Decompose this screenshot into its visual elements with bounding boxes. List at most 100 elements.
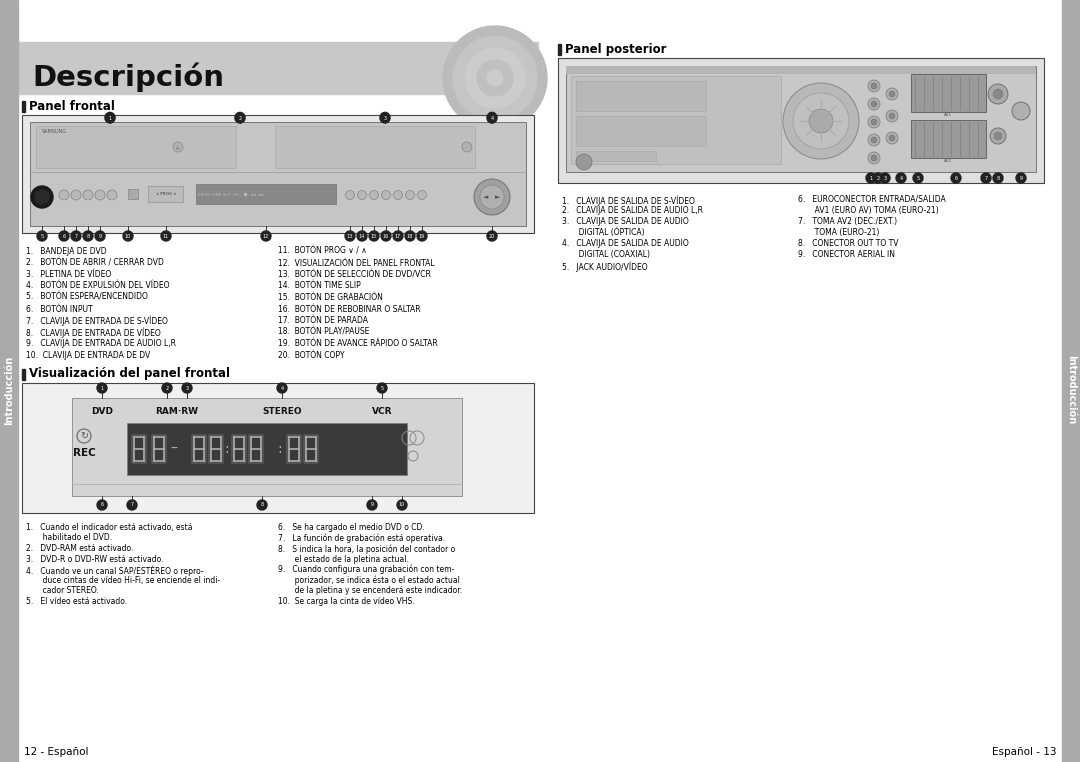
Text: VCR: VCR <box>372 408 392 417</box>
Bar <box>576 81 706 111</box>
Text: 7: 7 <box>131 502 134 507</box>
Circle shape <box>345 231 355 241</box>
Text: 1.   BANDEJA DE DVD: 1. BANDEJA DE DVD <box>26 247 107 256</box>
Text: 6.   Se ha cargado el medio DVD o CD.: 6. Se ha cargado el medio DVD o CD. <box>278 523 424 532</box>
Bar <box>36 126 237 168</box>
Text: △: △ <box>176 145 179 149</box>
Circle shape <box>97 500 107 510</box>
Text: ③: ③ <box>381 113 389 121</box>
Text: 7.   La función de grabación está operativa.: 7. La función de grabación está operativ… <box>278 533 445 543</box>
Text: 16: 16 <box>383 233 389 239</box>
Text: 5.   El vídeo está activado.: 5. El vídeo está activado. <box>26 597 127 606</box>
Bar <box>249 435 264 463</box>
Text: AV1: AV1 <box>944 113 951 117</box>
Circle shape <box>990 128 1005 144</box>
Text: 5: 5 <box>380 386 383 390</box>
Circle shape <box>357 231 367 241</box>
Circle shape <box>95 190 105 200</box>
Circle shape <box>576 154 592 170</box>
Circle shape <box>1012 102 1030 120</box>
Circle shape <box>474 179 510 215</box>
Circle shape <box>377 383 387 393</box>
Text: 2.   BOTÓN DE ABRIR / CERRAR DVD: 2. BOTÓN DE ABRIR / CERRAR DVD <box>26 258 164 267</box>
Text: el estado de la pletina actual.: el estado de la pletina actual. <box>278 555 409 564</box>
Bar <box>576 151 656 161</box>
Text: 4.   BOTÓN DE EXPULSIÓN DEL VÍDEO: 4. BOTÓN DE EXPULSIÓN DEL VÍDEO <box>26 281 170 290</box>
Circle shape <box>105 113 114 123</box>
Text: 18: 18 <box>407 233 414 239</box>
Circle shape <box>868 98 880 110</box>
Circle shape <box>870 137 877 143</box>
Text: porizador, se indica ésta o el estado actual: porizador, se indica ésta o el estado ac… <box>278 575 460 585</box>
Circle shape <box>870 101 877 107</box>
Text: 4: 4 <box>490 116 494 120</box>
Text: ENTER TIME SLIP  REC  ■  ◄◄  ►►: ENTER TIME SLIP REC ■ ◄◄ ►► <box>198 193 265 197</box>
Circle shape <box>889 135 895 141</box>
Text: 6.   EUROCONECTOR ENTRADA/SALIDA: 6. EUROCONECTOR ENTRADA/SALIDA <box>798 195 946 204</box>
Text: ①: ① <box>107 114 113 120</box>
Circle shape <box>487 231 497 241</box>
Bar <box>232 435 246 463</box>
Text: 18.  BOTÓN PLAY/PAUSE: 18. BOTÓN PLAY/PAUSE <box>278 328 369 337</box>
Text: RAM·RW: RAM·RW <box>156 408 199 417</box>
Circle shape <box>162 383 172 393</box>
Text: 8: 8 <box>997 175 1000 181</box>
Text: 14.  BOTÓN TIME SLIP: 14. BOTÓN TIME SLIP <box>278 281 361 290</box>
Text: 1: 1 <box>108 116 111 120</box>
Circle shape <box>889 113 895 119</box>
Text: Visualización del panel frontal: Visualización del panel frontal <box>29 367 230 380</box>
Circle shape <box>367 500 377 510</box>
Circle shape <box>873 173 883 183</box>
Circle shape <box>418 190 427 200</box>
Bar <box>129 189 138 199</box>
Circle shape <box>951 173 961 183</box>
Bar <box>132 435 146 463</box>
Circle shape <box>783 83 859 159</box>
Circle shape <box>97 383 107 393</box>
Text: cador STEREO.: cador STEREO. <box>26 586 99 595</box>
Text: 11.  BOTÓN PROG ∨ / ∧: 11. BOTÓN PROG ∨ / ∧ <box>278 247 367 256</box>
Circle shape <box>37 231 48 241</box>
Bar <box>303 435 318 463</box>
Text: 5: 5 <box>40 233 43 239</box>
Text: 2: 2 <box>239 116 242 120</box>
Circle shape <box>357 190 366 200</box>
Circle shape <box>993 89 1003 99</box>
Text: 12.  VISUALIZACIÓN DEL PANEL FRONTAL: 12. VISUALIZACIÓN DEL PANEL FRONTAL <box>278 258 434 267</box>
Text: DIGITAL (COAXIAL): DIGITAL (COAXIAL) <box>562 250 650 259</box>
Bar <box>192 435 206 463</box>
Bar <box>558 58 1044 183</box>
Bar <box>566 66 1036 172</box>
Text: 12: 12 <box>262 233 269 239</box>
Text: 12 - Español: 12 - Español <box>24 747 89 757</box>
Text: 10: 10 <box>125 233 131 239</box>
Circle shape <box>346 190 354 200</box>
Circle shape <box>107 190 117 200</box>
Text: 2: 2 <box>877 175 879 181</box>
Circle shape <box>889 91 895 97</box>
Circle shape <box>994 132 1002 140</box>
Circle shape <box>35 190 49 204</box>
Circle shape <box>59 231 69 241</box>
Bar <box>22 369 25 380</box>
Text: 17: 17 <box>395 233 401 239</box>
Bar <box>912 120 986 158</box>
Text: ①: ① <box>107 113 113 121</box>
Text: 9: 9 <box>370 502 374 507</box>
Circle shape <box>71 231 81 241</box>
Text: ③: ③ <box>382 114 388 120</box>
Bar <box>1062 0 1080 762</box>
Text: Panel frontal: Panel frontal <box>29 101 114 114</box>
Circle shape <box>870 155 877 161</box>
Bar <box>127 423 407 475</box>
Circle shape <box>276 383 287 393</box>
Bar <box>148 186 183 202</box>
Bar <box>18 42 538 94</box>
Bar <box>195 184 336 204</box>
Text: ►: ► <box>496 194 501 200</box>
Text: 5: 5 <box>917 175 919 181</box>
Text: 3: 3 <box>383 116 387 120</box>
Circle shape <box>477 60 513 96</box>
Circle shape <box>381 231 391 241</box>
Text: 6.   BOTÓN INPUT: 6. BOTÓN INPUT <box>26 305 93 313</box>
